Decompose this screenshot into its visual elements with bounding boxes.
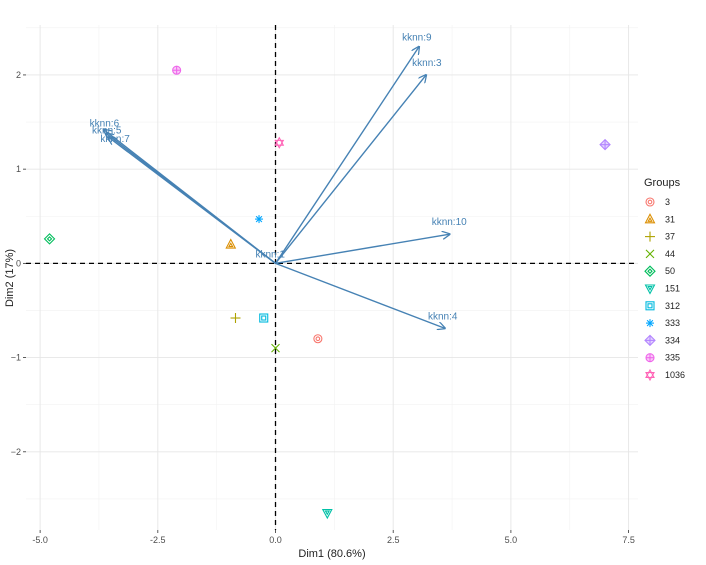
arrow-label-kknn-6: kknn:6 (90, 119, 120, 130)
legend-label-151: 151 (665, 284, 680, 294)
data-points (43, 65, 611, 520)
x-tick-label: 5.0 (505, 535, 518, 545)
point-group-31 (225, 238, 237, 249)
point-group-312 (259, 313, 269, 323)
legend-key-333 (646, 319, 654, 328)
legend-key-334 (644, 334, 656, 347)
legend-label-3: 3 (665, 197, 670, 207)
y-tick-label: −2 (11, 447, 21, 457)
arrow-label-kknn-5: kknn:5 (92, 125, 122, 136)
legend-key-335 (645, 353, 655, 363)
legend-key-151 (644, 284, 656, 295)
x-tick-label: -5.0 (32, 535, 48, 545)
x-tick-label: 7.5 (622, 535, 635, 545)
point-group-151 (321, 508, 333, 520)
point-group-334 (599, 138, 611, 151)
reference-lines (26, 25, 638, 530)
x-tick-label: 0.0 (269, 535, 282, 545)
x-axis-title: Dim1 (80.6%) (298, 548, 365, 560)
arrow-label-kknn-3: kknn:3 (412, 58, 442, 69)
x-tick-label: -2.5 (150, 535, 166, 545)
legend-label-335: 335 (665, 353, 680, 363)
point-group-335 (172, 65, 182, 75)
arrow-label-kknn-7: kknn:7 (100, 134, 130, 145)
arrow-label-kknn-9: kknn:9 (402, 33, 432, 44)
legend-key-50 (644, 265, 656, 277)
point-group-37 (230, 313, 241, 324)
point-group-50 (43, 233, 56, 245)
y-tick-label: −1 (11, 353, 21, 363)
legend-label-50: 50 (665, 266, 675, 276)
legend-label-312: 312 (665, 301, 680, 311)
y-axis-title: Dim2 (17%) (4, 249, 16, 307)
arrow-kknn-9 (274, 47, 420, 264)
legend-key-37 (645, 231, 655, 242)
y-tick-label: 1 (16, 164, 21, 174)
variable-arrows: kknn:1kknn:3kknn:9kknn:10kknn:4kknn:6kkn… (90, 33, 467, 329)
point-group-44 (271, 343, 280, 353)
plot-panel (26, 25, 638, 530)
point-group-1036 (274, 136, 285, 149)
arrow-kknn-7 (108, 137, 276, 264)
legend: Groups 3 31 37 44 50 151 312 333 334 335 1036 (644, 177, 685, 382)
point-group-333 (255, 215, 264, 224)
arrow-kknn-4 (275, 262, 445, 328)
point-group-3 (313, 334, 323, 344)
legend-label-31: 31 (665, 214, 675, 224)
legend-label-37: 37 (665, 232, 675, 242)
legend-label-44: 44 (665, 249, 675, 259)
legend-label-1036: 1036 (665, 370, 685, 380)
legend-key-44 (645, 249, 655, 259)
legend-key-31 (644, 213, 656, 224)
arrow-kknn-10 (275, 234, 450, 265)
legend-key-1036 (645, 368, 655, 382)
arrow-kknn-3 (274, 75, 427, 264)
x-tick-label: 2.5 (387, 535, 400, 545)
y-tick-label: 2 (16, 70, 21, 80)
legend-label-333: 333 (665, 318, 680, 328)
legend-key-3 (645, 197, 655, 207)
axes: -5.0 -2.5 0.0 2.5 5.0 7.5 −2 −1 0 1 2 (11, 70, 635, 545)
legend-label-334: 334 (665, 335, 680, 345)
arrow-label-kknn-4: kknn:4 (428, 311, 458, 322)
y-tick-label: 0 (16, 258, 21, 268)
legend-key-312 (645, 301, 655, 311)
arrow-label-kknn-1: kknn:1 (256, 249, 286, 260)
legend-title: Groups (644, 177, 681, 189)
arrow-label-kknn-10: kknn:10 (432, 217, 467, 228)
